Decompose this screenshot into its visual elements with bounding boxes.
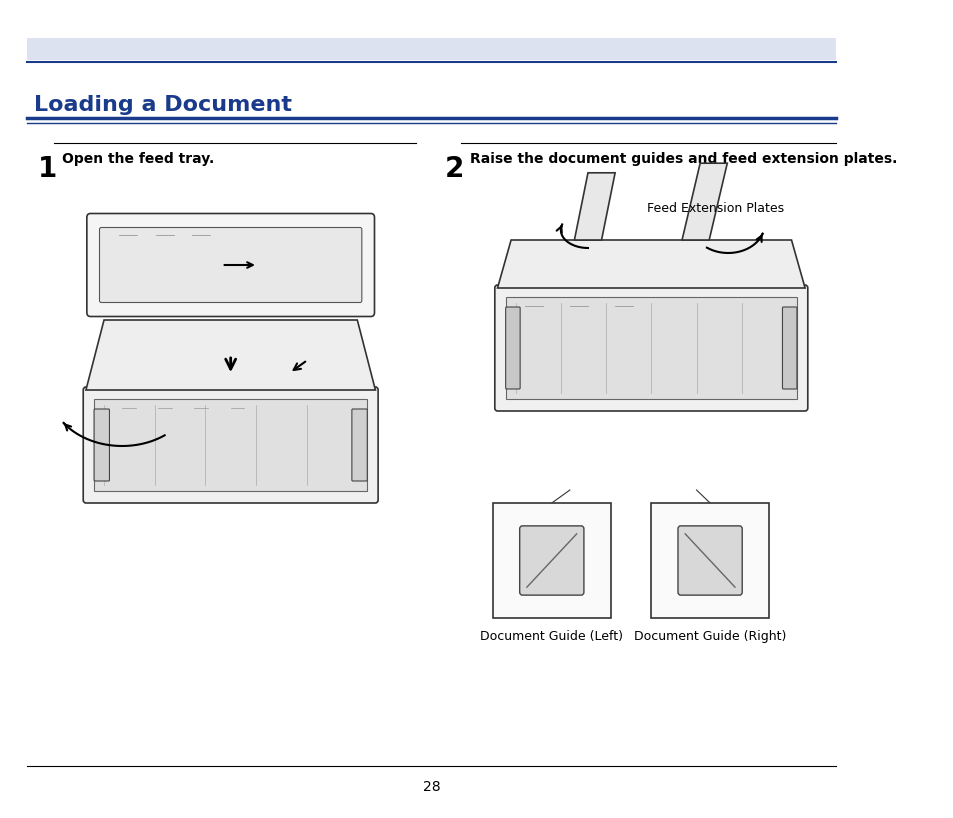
Polygon shape	[86, 320, 375, 390]
Text: Document Guide (Left): Document Guide (Left)	[479, 630, 622, 643]
FancyBboxPatch shape	[781, 307, 796, 389]
FancyBboxPatch shape	[352, 409, 367, 481]
Text: Feed Extension Plates: Feed Extension Plates	[646, 202, 783, 215]
FancyBboxPatch shape	[495, 285, 807, 411]
Text: Loading a Document: Loading a Document	[34, 95, 292, 115]
FancyBboxPatch shape	[519, 526, 583, 596]
FancyBboxPatch shape	[505, 307, 519, 389]
FancyBboxPatch shape	[678, 526, 741, 596]
Polygon shape	[681, 164, 726, 240]
FancyBboxPatch shape	[505, 297, 796, 399]
FancyBboxPatch shape	[87, 213, 375, 317]
FancyBboxPatch shape	[83, 387, 377, 503]
FancyBboxPatch shape	[94, 399, 367, 491]
Text: 2: 2	[445, 155, 464, 183]
FancyBboxPatch shape	[94, 409, 110, 481]
Text: Raise the document guides and feed extension plates.: Raise the document guides and feed exten…	[470, 152, 897, 166]
Text: Open the feed tray.: Open the feed tray.	[61, 152, 213, 166]
Text: 28: 28	[422, 780, 440, 794]
Text: Document Guide (Right): Document Guide (Right)	[633, 630, 785, 643]
Polygon shape	[497, 240, 804, 288]
FancyBboxPatch shape	[27, 38, 835, 60]
FancyBboxPatch shape	[493, 503, 610, 618]
FancyBboxPatch shape	[651, 503, 768, 618]
FancyBboxPatch shape	[99, 227, 361, 303]
Polygon shape	[574, 173, 615, 240]
Text: 1: 1	[38, 155, 57, 183]
